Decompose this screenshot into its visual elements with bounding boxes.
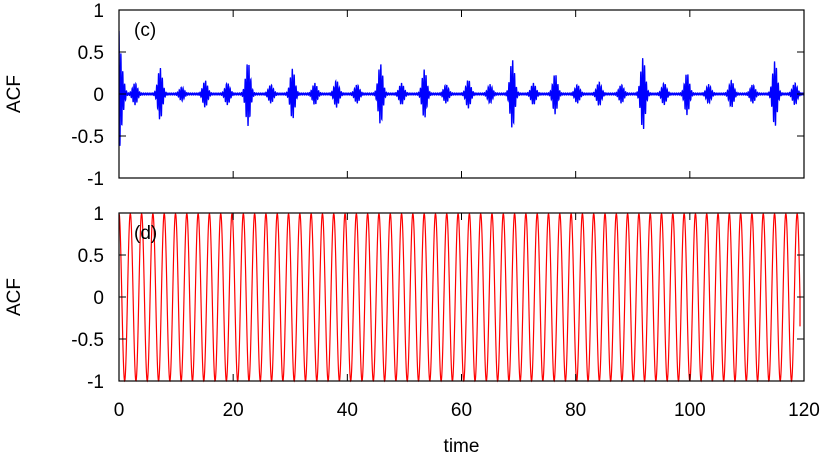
- x-axis-label: time: [444, 436, 480, 457]
- y-tick-label: 1: [93, 1, 104, 22]
- x-tick-label: 100: [674, 400, 706, 421]
- panel-c: -1 -0.5 0 0.5 1 (c) ACF: [4, 1, 805, 190]
- x-tick-label: 120: [788, 400, 820, 421]
- panel-d: -1 -0.5 0 0.5 1 0 20 40 60 80 100 120 (d) ACF time: [4, 204, 820, 457]
- y-tick-label: 0: [93, 288, 104, 309]
- y-tick-label: -0.5: [71, 127, 104, 148]
- x-tick-label: 40: [337, 400, 358, 421]
- x-tick-label: 20: [223, 400, 244, 421]
- y-tick-label: 1: [93, 204, 104, 225]
- x-tick-label: 60: [451, 400, 472, 421]
- panel-d-ylabel: ACF: [4, 278, 25, 316]
- panel-c-signal: [119, 30, 804, 146]
- panel-d-ticks: -1 -0.5 0 0.5 1 0 20 40 60 80 100 120: [71, 204, 820, 421]
- x-tick-label: 80: [565, 400, 586, 421]
- panel-c-ylabel: ACF: [4, 75, 25, 113]
- y-tick-label: 0.5: [78, 246, 104, 267]
- panel-c-ticks: -1 -0.5 0 0.5 1: [71, 1, 805, 190]
- y-tick-label: 0: [93, 85, 104, 106]
- y-tick-label: 0.5: [78, 43, 104, 64]
- series-line: [119, 30, 804, 146]
- panel-d-label: (d): [134, 223, 157, 244]
- x-tick-label: 0: [114, 400, 125, 421]
- panel-d-signal: [119, 213, 801, 383]
- series-line: [119, 213, 801, 383]
- y-tick-label: -0.5: [71, 330, 104, 351]
- y-tick-label: -1: [87, 169, 104, 190]
- panel-c-label: (c): [134, 20, 156, 41]
- y-tick-label: -1: [87, 372, 104, 393]
